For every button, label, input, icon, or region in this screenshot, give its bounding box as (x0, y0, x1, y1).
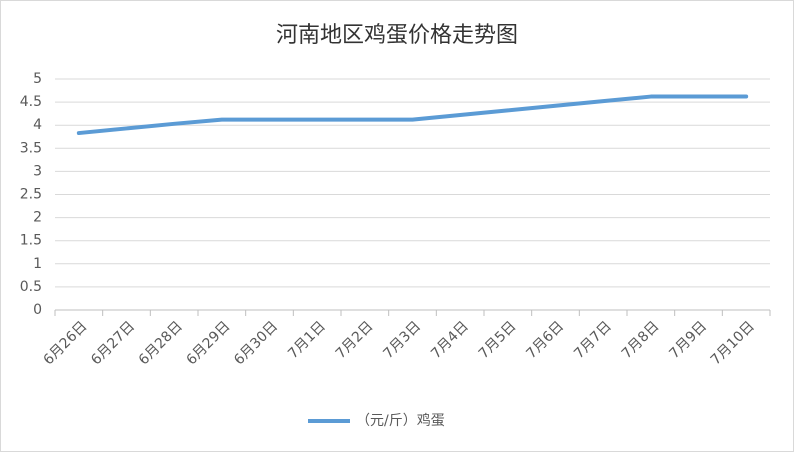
y-tick-label: 2.5 (20, 187, 42, 203)
data-line (76, 94, 749, 136)
y-tick-label: 0.5 (20, 279, 42, 295)
chart-title: 河南地区鸡蛋价格走势图 (276, 23, 518, 48)
y-tick-label: 1.5 (20, 233, 42, 249)
y-tick-label: 5 (33, 71, 42, 87)
y-tick-label: 3.5 (20, 140, 42, 156)
y-tick-label: 0 (33, 302, 42, 318)
y-tick-label: 2 (33, 210, 42, 226)
y-tick-label: 4.5 (20, 94, 42, 110)
y-tick-label: 3 (33, 163, 42, 179)
y-tick-label: 4 (33, 117, 42, 133)
legend-label: （元/斤）鸡蛋 (356, 412, 445, 429)
y-tick-label: 1 (33, 256, 42, 272)
